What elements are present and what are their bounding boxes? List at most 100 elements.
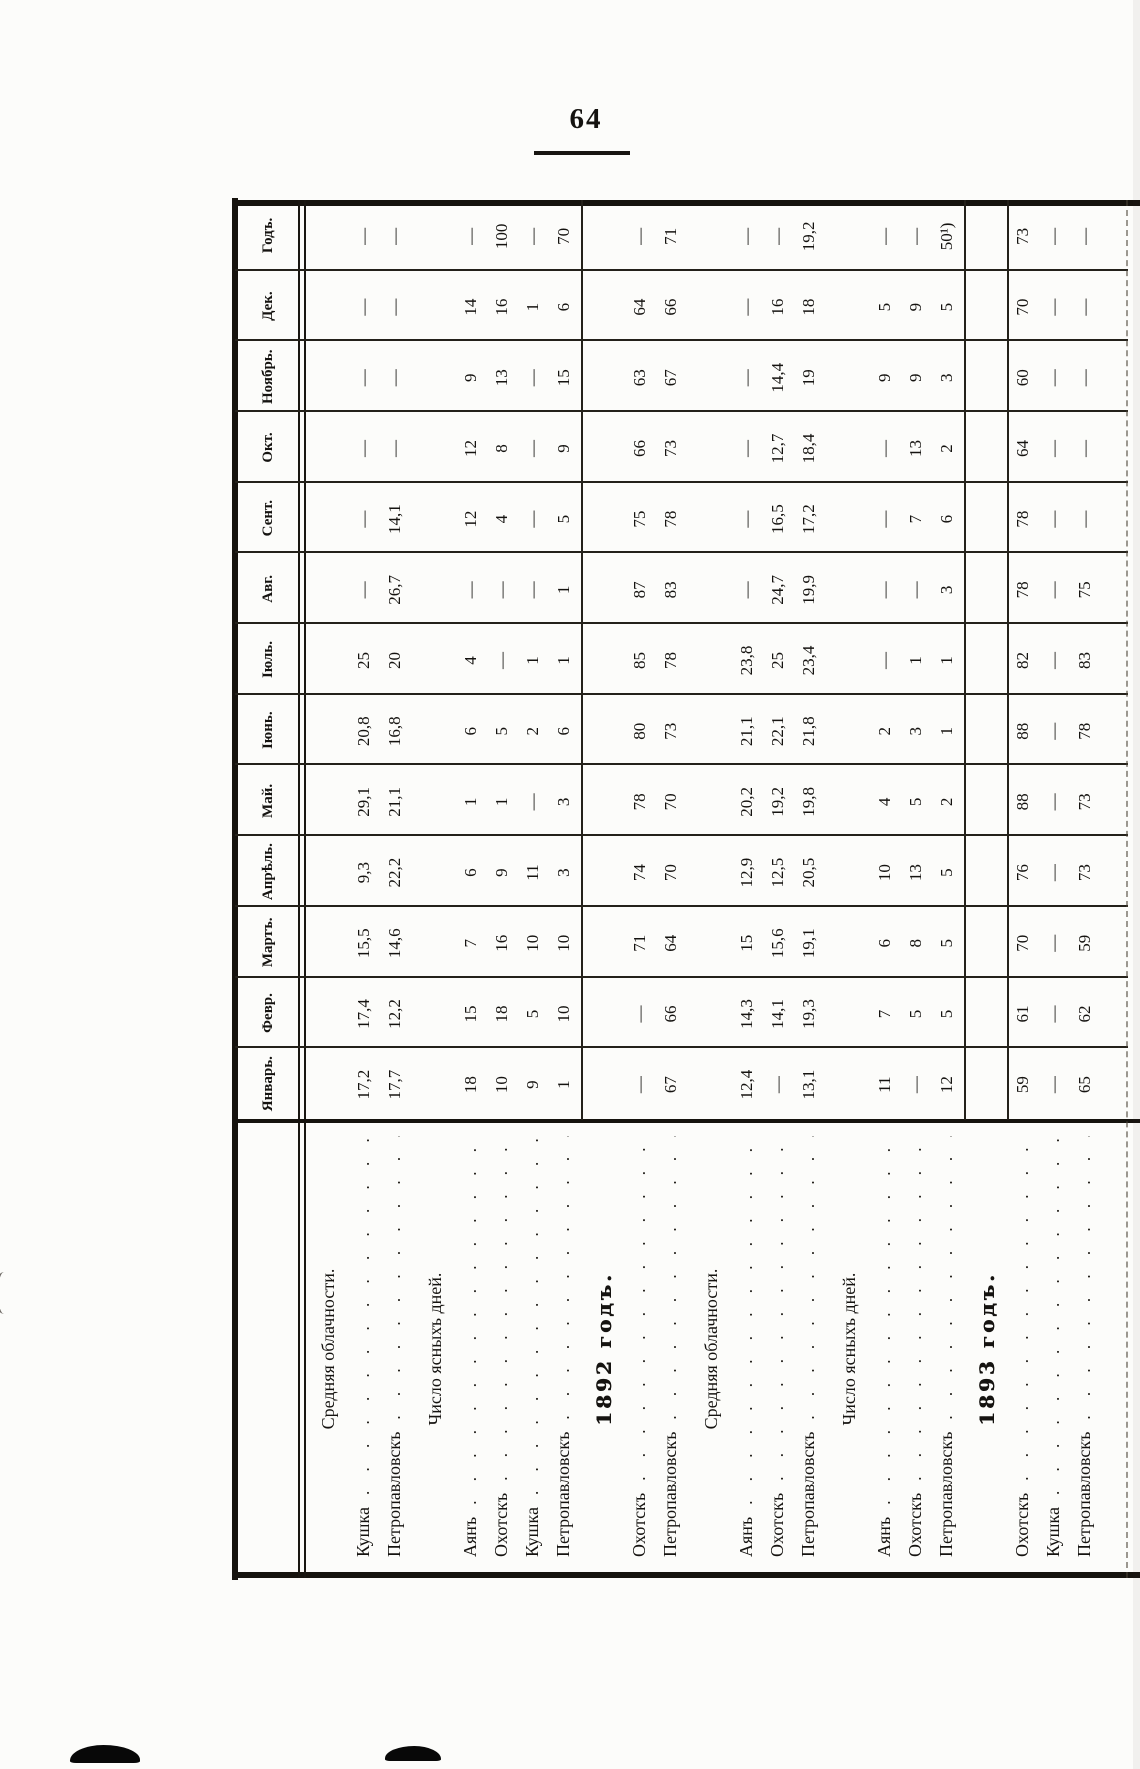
table-row: Охотскъ. . . . . . . . . . . . . . . . .… (486, 200, 517, 1578)
cell-value: 21,1 (737, 716, 756, 747)
dot-leader: . . . . . . . . . . . . . . . . . . . . … (1075, 1136, 1095, 1420)
page-number: 64 (569, 103, 603, 135)
cell-value: 1 (461, 797, 480, 807)
month-header: Февр. (259, 993, 276, 1033)
cell-value: 5 (937, 868, 956, 877)
cell-value: 1 (523, 302, 542, 312)
cell-value: — (1044, 510, 1063, 528)
table-row: Петропавловскъ. . . . . . . . . . . . . … (931, 200, 962, 1578)
cell-value: 8 (906, 939, 925, 948)
dot-leader: . . . . . . . . . . . . . . . . . . . . … (661, 1136, 681, 1420)
cell-value: 17,2 (354, 1069, 373, 1100)
cell-value: — (354, 369, 373, 387)
cell-value: 17,7 (385, 1069, 404, 1100)
cell-value: 16,8 (385, 716, 404, 747)
cell-value: 12,5 (768, 857, 787, 888)
cell-value: 6 (875, 939, 894, 948)
cell-value: 15 (737, 934, 756, 952)
month-header: Сент. (259, 500, 276, 537)
cell-value: 9 (523, 1080, 542, 1089)
section-header-row: Число ясныхъ дней. (829, 200, 869, 1578)
cell-value: 19,1 (799, 928, 818, 959)
table-row: Петропавловскъ. . . . . . . . . . . . . … (793, 200, 824, 1578)
dot-leader: . . . . . . . . . . . . . . . . . . . . … (353, 1136, 373, 1496)
cell-value: 18 (461, 1076, 480, 1094)
table-row: Петропавловскъ. . . . . . . . . . . . . … (1069, 200, 1100, 1578)
cell-value: — (1044, 934, 1063, 952)
header-double-rule (298, 200, 306, 1578)
month-header: Годъ. (259, 217, 276, 254)
cell-value: 73 (1013, 227, 1032, 245)
cell-value: 66 (630, 439, 649, 457)
cell-value: 71 (630, 934, 649, 952)
section-header-row: 1892 годъ. (584, 200, 624, 1578)
table-row: Кушка. . . . . . . . . . . . . . . . . .… (348, 200, 379, 1578)
cell-value: 5 (523, 1009, 542, 1019)
cell-value: 1 (937, 726, 956, 736)
month-header-row: Январь. Февр. Мартъ. Апрѣль. Май. Іюнь. Іюль. А… (239, 200, 297, 1119)
cell-value: 13 (906, 439, 925, 457)
cell-value: 76 (1013, 864, 1032, 882)
table-row: Аянъ. . . . . . . . . . . . . . . . . . … (869, 200, 900, 1578)
cell-value: 3 (937, 373, 956, 383)
cell-value: 70 (661, 864, 680, 882)
cell-value: 10 (492, 1076, 511, 1094)
cell-value: — (354, 298, 373, 316)
cell-value: — (737, 581, 756, 599)
cell-value: — (492, 581, 511, 599)
table-rows: Средняя облачности. Кушка. . . . . . . . … (308, 200, 1100, 1578)
dot-leader: . . . . . . . . . . . . . . . . . . . . … (874, 1136, 894, 1505)
cell-value: — (768, 227, 787, 245)
cell-value: 15,5 (354, 928, 373, 959)
cell-value: 4 (875, 797, 894, 807)
cell-value: 19,2 (799, 221, 818, 252)
row-label: Аянъ. . . . . . . . . . . . . . . . . . … (460, 1136, 480, 1557)
cell-value: 9 (554, 444, 573, 453)
cell-value: 9 (875, 373, 894, 383)
row-label: Охотскъ. . . . . . . . . . . . . . . . .… (629, 1136, 649, 1557)
cell-value: 1 (554, 1080, 573, 1089)
cell-value: 6 (461, 726, 480, 736)
cell-value: 21,1 (385, 787, 404, 817)
cell-value: 5 (906, 797, 925, 807)
cell-value: — (523, 510, 542, 528)
cell-value: — (523, 369, 542, 387)
cell-value: 11 (523, 864, 542, 881)
cell-value: — (1044, 298, 1063, 316)
cell-value: 66 (661, 298, 680, 316)
table-row: Аянъ. . . . . . . . . . . . . . . . . . … (455, 200, 486, 1578)
table-row: Петропавловскъ. . . . . . . . . . . . . … (655, 200, 686, 1578)
section-header-row: 1893 годъ. (967, 200, 1007, 1578)
cell-value: — (1044, 1076, 1063, 1094)
cell-value: 74 (630, 864, 649, 882)
cell-value: 9 (906, 373, 925, 383)
cell-value: 8 (492, 444, 511, 453)
section-header-row: Средняя облачности. (308, 200, 348, 1578)
cell-value: 4 (461, 656, 480, 665)
cell-value: 3 (554, 797, 573, 807)
cell-value: 12,9 (737, 857, 756, 888)
cell-value: 2 (523, 726, 542, 736)
page-number-underline (534, 151, 630, 155)
cell-value: — (461, 227, 480, 245)
dot-leader: . . . . . . . . . . . . . . . . . . . . … (491, 1136, 511, 1481)
row-label: Аянъ. . . . . . . . . . . . . . . . . . … (874, 1136, 894, 1557)
cell-value: — (906, 1076, 925, 1094)
row-label: Кушка. . . . . . . . . . . . . . . . . .… (1043, 1136, 1063, 1557)
cell-value: 63 (630, 369, 649, 387)
cell-value: 61 (1013, 1005, 1032, 1023)
cell-value: 88 (1013, 793, 1032, 811)
row-label: Охотскъ. . . . . . . . . . . . . . . . .… (767, 1136, 787, 1557)
cell-value: 87 (630, 581, 649, 599)
cell-value: 59 (1013, 1076, 1032, 1094)
cell-value: 11 (875, 1076, 894, 1093)
cell-value: 1 (554, 656, 573, 665)
cell-value: 5 (937, 1009, 956, 1019)
cell-value: — (354, 227, 373, 245)
cell-value: 25 (768, 652, 787, 670)
cell-value: 70 (554, 227, 573, 245)
cell-value: 3 (906, 726, 925, 736)
dot-leader: . . . . . . . . . . . . . . . . . . . . … (522, 1136, 542, 1496)
cell-value: 13 (906, 864, 925, 882)
